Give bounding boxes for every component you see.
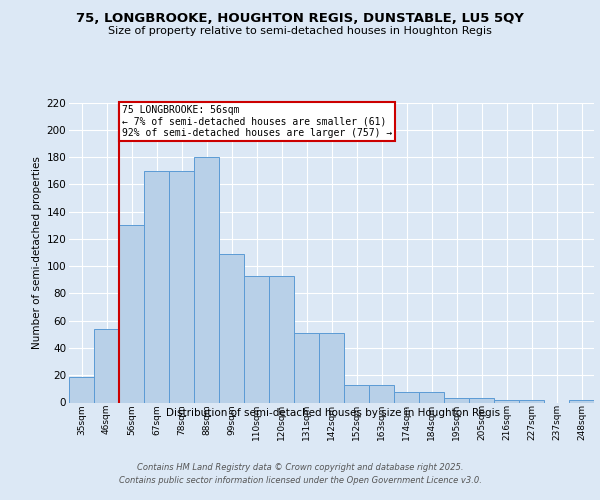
Bar bbox=[569, 400, 594, 402]
Bar bbox=[444, 398, 469, 402]
Text: Distribution of semi-detached houses by size in Houghton Regis: Distribution of semi-detached houses by … bbox=[166, 408, 500, 418]
Bar bbox=[219, 254, 244, 402]
Bar bbox=[494, 400, 519, 402]
Y-axis label: Number of semi-detached properties: Number of semi-detached properties bbox=[32, 156, 43, 349]
Bar bbox=[69, 376, 94, 402]
Text: 75 LONGBROOKE: 56sqm
← 7% of semi-detached houses are smaller (61)
92% of semi-d: 75 LONGBROOKE: 56sqm ← 7% of semi-detach… bbox=[121, 105, 392, 138]
Bar bbox=[419, 392, 444, 402]
Bar bbox=[519, 400, 544, 402]
Bar bbox=[269, 276, 294, 402]
Text: Size of property relative to semi-detached houses in Houghton Regis: Size of property relative to semi-detach… bbox=[108, 26, 492, 36]
Bar bbox=[144, 170, 169, 402]
Text: Contains HM Land Registry data © Crown copyright and database right 2025.: Contains HM Land Registry data © Crown c… bbox=[137, 462, 463, 471]
Bar bbox=[369, 385, 394, 402]
Bar bbox=[469, 398, 494, 402]
Text: 75, LONGBROOKE, HOUGHTON REGIS, DUNSTABLE, LU5 5QY: 75, LONGBROOKE, HOUGHTON REGIS, DUNSTABL… bbox=[76, 12, 524, 26]
Bar bbox=[119, 225, 144, 402]
Bar bbox=[169, 170, 194, 402]
Bar bbox=[94, 329, 119, 402]
Bar bbox=[394, 392, 419, 402]
Bar bbox=[194, 157, 219, 402]
Bar bbox=[244, 276, 269, 402]
Text: Contains public sector information licensed under the Open Government Licence v3: Contains public sector information licen… bbox=[119, 476, 481, 485]
Bar bbox=[294, 333, 319, 402]
Bar bbox=[319, 333, 344, 402]
Bar bbox=[344, 385, 369, 402]
